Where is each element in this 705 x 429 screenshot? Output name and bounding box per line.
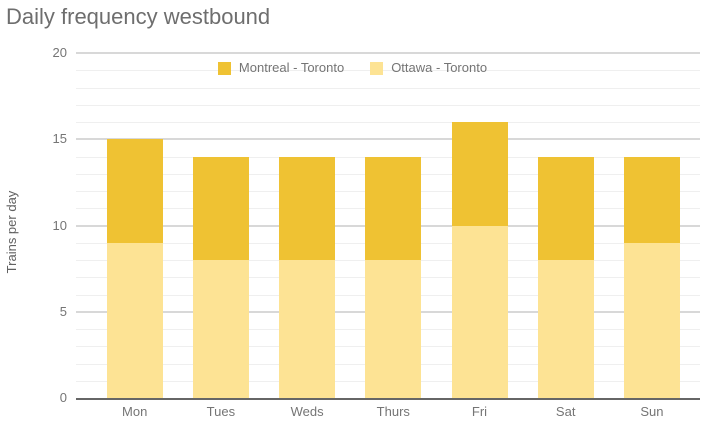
x-tick-label-thurs: Thurs xyxy=(376,404,410,419)
x-tick-label-sun: Sun xyxy=(640,404,664,419)
bar-montreal-toronto-tues xyxy=(192,156,249,260)
gridline-minor-19 xyxy=(76,70,700,72)
bar-ottawa-toronto-weds xyxy=(279,260,336,398)
chart-title: Daily frequency westbound xyxy=(6,4,271,29)
bar-montreal-toronto-mon xyxy=(106,139,163,243)
legend-swatch-ottawa-toronto xyxy=(370,61,384,75)
legend: Montreal - Toronto Ottawa - Toronto xyxy=(0,61,705,75)
y-tick-label-0: 0 xyxy=(59,390,67,405)
bar-montreal-toronto-sun xyxy=(623,156,680,243)
x-tick-label-weds: Weds xyxy=(290,404,324,419)
gridline-minor-16 xyxy=(76,122,700,123)
bar-montreal-toronto-sat xyxy=(537,156,594,260)
legend-swatch-montreal-toronto xyxy=(217,61,231,75)
y-tick-label-10: 10 xyxy=(52,217,67,233)
bar-ottawa-toronto-mon xyxy=(106,242,163,398)
bar-ottawa-toronto-fri xyxy=(451,225,508,398)
x-tick-label-tues: Tues xyxy=(206,404,236,419)
bar-ottawa-toronto-thurs xyxy=(365,260,422,398)
legend-item-montreal-toronto: Montreal - Toronto xyxy=(217,60,345,75)
x-tick-label-mon: Mon xyxy=(122,404,148,419)
gridline-minor-17 xyxy=(76,104,700,106)
bar-montreal-toronto-weds xyxy=(279,156,336,260)
bar-montreal-toronto-thurs xyxy=(365,156,422,260)
bar-ottawa-toronto-tues xyxy=(192,260,249,398)
legend-label-montreal-toronto: Montreal - Toronto xyxy=(238,60,345,75)
y-tick-label-15: 15 xyxy=(52,131,67,147)
gridline-major-20 xyxy=(76,52,700,54)
bar-montreal-toronto-fri xyxy=(451,122,508,226)
y-tick-label-20: 20 xyxy=(52,45,67,60)
legend-item-ottawa-toronto: Ottawa - Toronto xyxy=(370,61,487,75)
plot-area xyxy=(76,52,700,400)
x-tick-label-fri: Fri xyxy=(471,404,488,419)
bar-ottawa-toronto-sat xyxy=(537,260,594,398)
x-tick-label-sat: Sat xyxy=(555,404,576,419)
gridline-major-15 xyxy=(76,138,700,141)
gridline-minor-18 xyxy=(76,87,700,89)
y-tick-label-5: 5 xyxy=(59,303,67,319)
legend-label-ottawa-toronto: Ottawa - Toronto xyxy=(391,60,488,75)
bar-ottawa-toronto-sun xyxy=(623,242,680,398)
